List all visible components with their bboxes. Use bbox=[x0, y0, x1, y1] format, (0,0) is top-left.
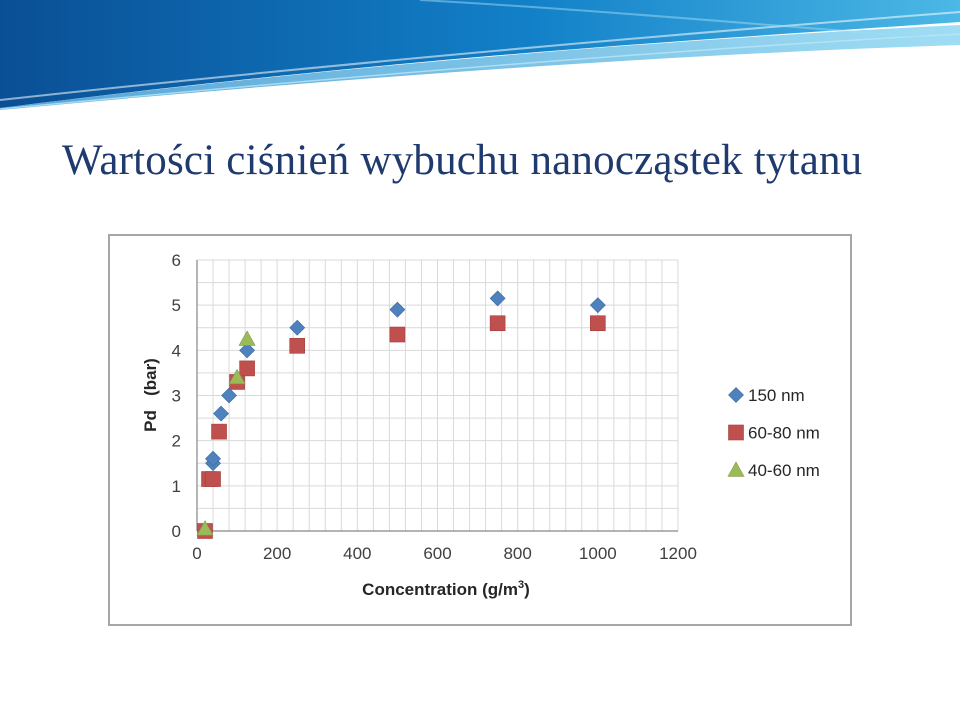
data-point-triangle bbox=[238, 330, 256, 346]
data-point-diamond bbox=[289, 319, 306, 336]
data-point-square bbox=[389, 326, 406, 343]
data-point-diamond bbox=[489, 290, 506, 307]
data-point-square bbox=[239, 360, 255, 377]
data-point-diamond bbox=[221, 387, 237, 404]
x-tick-label: 1000 bbox=[579, 544, 617, 563]
data-point-triangle bbox=[228, 368, 246, 385]
y-tick-label: 2 bbox=[172, 432, 181, 451]
data-point-square bbox=[489, 315, 506, 332]
x-axis-label-sup: 3 bbox=[518, 579, 524, 591]
y-tick-label: 3 bbox=[172, 387, 181, 406]
data-point-square bbox=[211, 423, 227, 440]
header-banner bbox=[0, 0, 960, 110]
data-point-diamond bbox=[389, 301, 406, 318]
x-tick-label: 1200 bbox=[659, 544, 697, 563]
data-point-triangle bbox=[196, 520, 214, 536]
data-point-diamond bbox=[213, 405, 229, 422]
legend-label: 150 nm bbox=[748, 386, 805, 405]
data-point-diamond bbox=[205, 450, 221, 467]
data-point-square bbox=[289, 338, 306, 354]
chart-frame: 0 200 400 600 800 1000 1200 0 1 2 3 4 5 6 150 nm 60-80… bbox=[108, 234, 852, 626]
y-tick-label: 5 bbox=[172, 296, 181, 315]
y-tick-label: 1 bbox=[172, 477, 181, 496]
x-axis-label-main: Concentration (g/m bbox=[362, 580, 518, 599]
axes: 0 200 400 600 800 1000 1200 0 1 2 3 4 5 6 bbox=[172, 251, 697, 563]
data-point-square bbox=[205, 471, 221, 487]
data-marks bbox=[196, 290, 606, 539]
x-axis-label: Concentration (g/m3) bbox=[362, 579, 530, 599]
scatter-chart: 0 200 400 600 800 1000 1200 0 1 2 3 4 5 6 150 nm 60-80… bbox=[141, 251, 820, 599]
legend-label: 60-80 nm bbox=[748, 424, 820, 443]
y-axis-label: Pd (bar) bbox=[141, 358, 160, 432]
y-tick-label: 4 bbox=[172, 341, 181, 360]
x-tick-label: 400 bbox=[343, 544, 371, 563]
slide-title: Wartości ciśnień wybuchu nanocząstek tyt… bbox=[62, 137, 863, 184]
x-tick-label: 600 bbox=[423, 544, 451, 563]
grid bbox=[196, 259, 679, 532]
legend-marker-square bbox=[728, 424, 744, 441]
legend-marker-diamond bbox=[728, 387, 744, 403]
x-tick-label: 200 bbox=[263, 544, 291, 563]
x-axis-label-end: ) bbox=[524, 580, 530, 599]
y-tick-label: 0 bbox=[172, 522, 181, 541]
data-point-diamond bbox=[239, 342, 256, 359]
legend-marker-triangle bbox=[727, 461, 745, 477]
y-tick-label: 6 bbox=[172, 251, 181, 270]
x-tick-label: 800 bbox=[503, 544, 531, 563]
data-point-diamond bbox=[589, 297, 606, 314]
x-tick-label: 0 bbox=[192, 544, 201, 563]
legend-label: 40-60 nm bbox=[748, 461, 820, 480]
legend: 150 nm 60-80 nm 40-60 nm bbox=[727, 386, 820, 480]
data-point-square bbox=[590, 315, 606, 332]
